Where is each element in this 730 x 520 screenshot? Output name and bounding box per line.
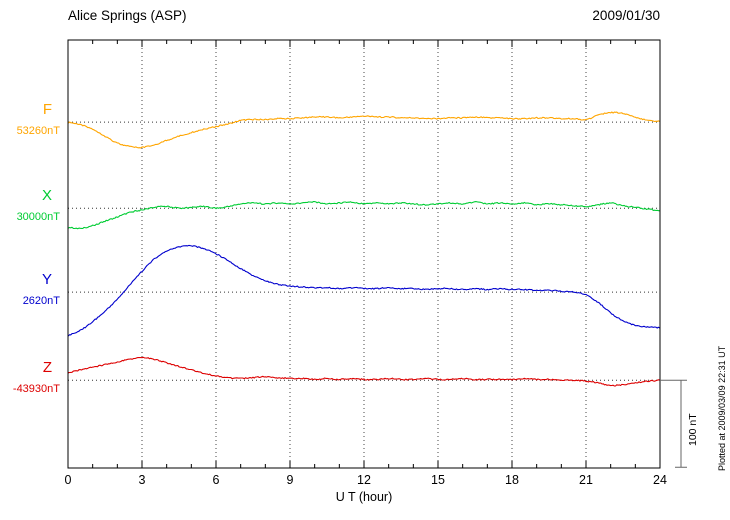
station-title: Alice Springs (ASP) <box>68 8 187 23</box>
series-label-Z: Z <box>42 359 52 377</box>
x-tick-label-7: 21 <box>579 473 593 487</box>
plotted-at-note: Plotted at 2009/03/09 22:31 UT <box>717 345 727 471</box>
series-value-Y: 2620nT <box>22 295 60 308</box>
x-tick-label-6: 18 <box>505 473 519 487</box>
x-tick-label-3: 9 <box>286 473 294 487</box>
plot-date: 2009/01/30 <box>592 8 660 23</box>
x-tick-label-2: 6 <box>212 473 220 487</box>
series-value-F: 53260nT <box>16 125 60 138</box>
series-value-Z: -43930nT <box>12 383 60 396</box>
series-value-X: 30000nT <box>16 211 60 224</box>
x-tick-label-4: 12 <box>357 473 371 487</box>
x-axis-label: U T (hour) <box>335 490 393 504</box>
x-tick-label-8: 24 <box>653 473 667 487</box>
x-tick-label-0: 0 <box>64 473 72 487</box>
series-label-F: F <box>42 101 52 119</box>
x-tick-label-1: 3 <box>138 473 146 487</box>
series-label-Y: Y <box>41 271 52 289</box>
scale-bar-label: 100 nT <box>687 413 699 446</box>
series-label-X: X <box>41 187 52 205</box>
x-tick-label-5: 15 <box>431 473 445 487</box>
